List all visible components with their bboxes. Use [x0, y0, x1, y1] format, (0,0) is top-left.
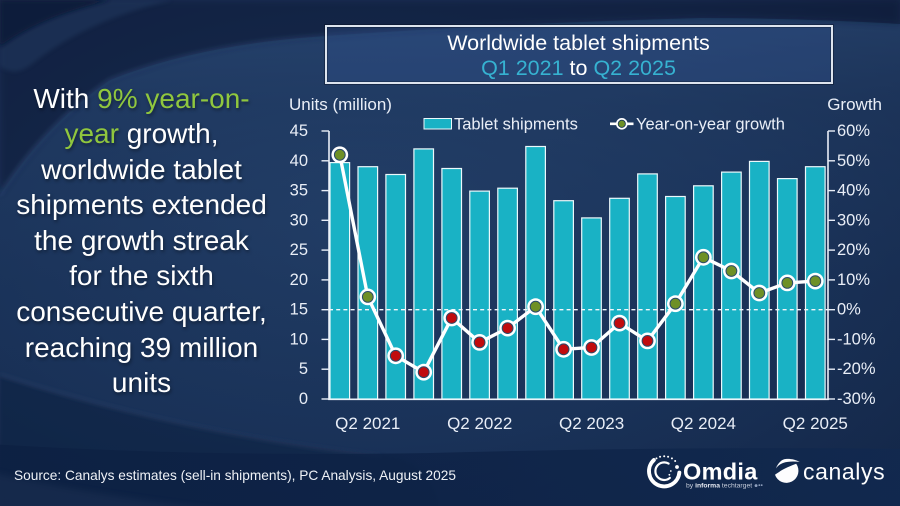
- svg-text:Units (million): Units (million): [289, 95, 392, 114]
- svg-text:Tablet shipments: Tablet shipments: [454, 116, 578, 134]
- svg-text:30%: 30%: [837, 211, 870, 229]
- svg-text:50%: 50%: [837, 152, 870, 170]
- svg-text:Q2 2024: Q2 2024: [671, 414, 736, 433]
- svg-text:Growth: Growth: [827, 95, 882, 114]
- svg-text:40%: 40%: [837, 182, 870, 200]
- svg-text:by informa techtarget ●••: by informa techtarget ●••: [686, 483, 764, 490]
- svg-text:Q2 2022: Q2 2022: [447, 414, 512, 433]
- svg-text:20: 20: [290, 271, 308, 289]
- svg-text:40: 40: [290, 152, 308, 170]
- svg-text:Q2 2025: Q2 2025: [783, 414, 848, 433]
- svg-text:-10%: -10%: [837, 330, 876, 348]
- svg-text:-20%: -20%: [837, 360, 876, 378]
- svg-text:Q2 2023: Q2 2023: [559, 414, 624, 433]
- svg-text:Year-on-year growth: Year-on-year growth: [636, 116, 785, 134]
- svg-text:Omdia: Omdia: [683, 459, 758, 485]
- svg-text:0%: 0%: [837, 301, 861, 319]
- svg-text:45: 45: [290, 122, 308, 140]
- svg-text:0: 0: [299, 390, 308, 408]
- svg-text:25: 25: [290, 241, 308, 259]
- svg-text:20%: 20%: [837, 241, 870, 259]
- svg-text:10%: 10%: [837, 271, 870, 289]
- svg-text:5: 5: [299, 360, 308, 378]
- svg-text:10: 10: [290, 330, 308, 348]
- svg-text:canalys: canalys: [803, 459, 885, 485]
- svg-text:35: 35: [290, 182, 308, 200]
- svg-text:-30%: -30%: [837, 390, 876, 408]
- svg-text:30: 30: [290, 211, 308, 229]
- svg-text:Q2 2021: Q2 2021: [335, 414, 400, 433]
- svg-text:60%: 60%: [837, 122, 870, 140]
- svg-text:15: 15: [290, 301, 308, 319]
